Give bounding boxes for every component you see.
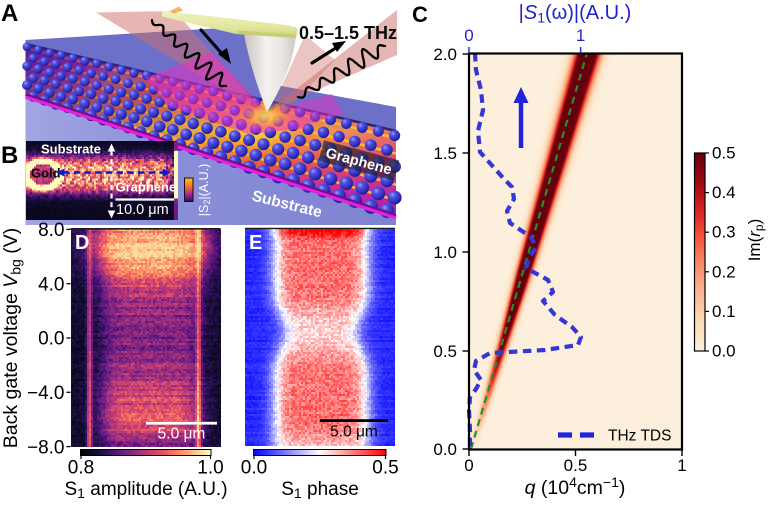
svg-text:Back gate voltage Vbg (V): Back gate voltage Vbg (V) [0, 228, 24, 448]
svg-text:0.5: 0.5 [372, 458, 398, 479]
svg-text:S1 amplitude (A.U.): S1 amplitude (A.U.) [64, 479, 227, 501]
svg-text:0.8: 0.8 [68, 458, 94, 479]
svg-text:1.0: 1.0 [433, 243, 457, 262]
svg-text:8.0: 8.0 [38, 220, 64, 241]
svg-text:1.5: 1.5 [433, 144, 457, 163]
svg-text:0.0: 0.0 [241, 458, 267, 479]
svg-text:S1 phase: S1 phase [281, 479, 359, 501]
svg-text:Graphene: Graphene [116, 180, 177, 195]
svg-text:q (104cm−1): q (104cm−1) [525, 474, 626, 499]
svg-text:|S1(ω)|(A.U.): |S1(ω)|(A.U.) [519, 2, 632, 26]
svg-text:C: C [412, 2, 428, 27]
svg-text:1: 1 [576, 26, 585, 45]
svg-text:0.2: 0.2 [712, 262, 736, 281]
svg-text:Substrate: Substrate [41, 142, 101, 157]
svg-text:−8.0: −8.0 [27, 437, 65, 458]
svg-text:0: 0 [464, 456, 473, 475]
svg-text:0.0: 0.0 [38, 329, 64, 350]
svg-text:E: E [249, 232, 262, 254]
svg-text:0.5: 0.5 [564, 456, 588, 475]
svg-text:1: 1 [677, 456, 686, 475]
svg-text:D: D [75, 232, 89, 254]
svg-text:0.5: 0.5 [712, 144, 736, 163]
svg-text:−4.0: −4.0 [27, 383, 65, 404]
svg-text:THz TDS: THz TDS [608, 428, 671, 445]
svg-text:A: A [1, 0, 18, 27]
svg-text:0.0: 0.0 [712, 342, 736, 361]
svg-text:B: B [1, 142, 18, 169]
svg-text:1.0: 1.0 [197, 458, 223, 479]
svg-text:2.0: 2.0 [433, 45, 457, 64]
svg-text:|S2|(A.U.): |S2|(A.U.) [197, 164, 212, 217]
svg-text:10.0 μm: 10.0 μm [116, 202, 169, 218]
svg-text:0.3: 0.3 [712, 223, 736, 242]
svg-text:4.0: 4.0 [38, 274, 64, 295]
svg-text:Gold: Gold [31, 166, 61, 181]
svg-text:0.4: 0.4 [712, 183, 736, 202]
svg-text:0.0: 0.0 [433, 440, 457, 459]
svg-text:0.5–1.5 THz: 0.5–1.5 THz [299, 23, 397, 43]
svg-text:5.0 μm: 5.0 μm [330, 424, 378, 441]
svg-text:5.0 μm: 5.0 μm [158, 426, 206, 443]
svg-text:0.5: 0.5 [433, 342, 457, 361]
svg-text:0.1: 0.1 [712, 302, 736, 321]
svg-text:0: 0 [464, 26, 473, 45]
